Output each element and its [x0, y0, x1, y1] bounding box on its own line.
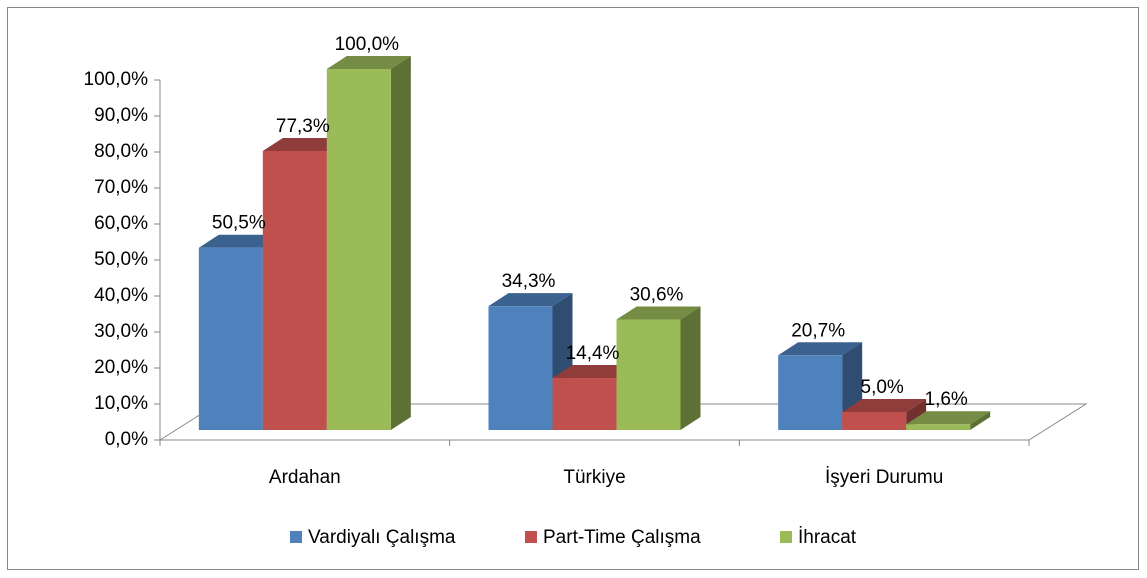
bar-top — [778, 342, 863, 356]
y-tick-label: 100,0% — [84, 69, 149, 90]
bar-top — [616, 306, 701, 320]
legend-label: İhracat — [798, 527, 857, 548]
y-tick-label: 10,0% — [94, 393, 148, 414]
bar-side — [680, 306, 701, 430]
bar — [198, 247, 263, 430]
x-tick-label: İşyeri Durumu — [825, 467, 943, 488]
y-tick-label: 70,0% — [94, 177, 148, 198]
legend-swatch — [780, 531, 792, 543]
data-label: 77,3% — [276, 116, 330, 137]
data-label: 50,5% — [212, 213, 266, 234]
bar — [326, 69, 391, 430]
bar-top — [906, 411, 991, 425]
bar-top — [262, 137, 347, 151]
legend-label: Part-Time Çalışma — [543, 527, 701, 548]
bar-top — [552, 365, 637, 379]
data-label: 1,6% — [925, 389, 968, 410]
y-tick-label: 80,0% — [94, 141, 148, 162]
data-label: 34,3% — [502, 271, 556, 292]
bar — [778, 355, 843, 430]
bar — [842, 411, 907, 430]
legend-label: Vardiyalı Çalışma — [308, 527, 456, 548]
legend-swatch — [525, 531, 537, 543]
bar — [552, 378, 617, 430]
data-label: 30,6% — [630, 285, 684, 306]
y-tick-label: 90,0% — [94, 105, 148, 126]
y-tick-label: 60,0% — [94, 213, 148, 234]
data-label: 5,0% — [861, 377, 904, 398]
bar-side — [970, 411, 991, 430]
x-tick-label: Türkiye — [563, 467, 625, 488]
bar-side — [390, 56, 411, 430]
y-tick-label: 0,0% — [105, 429, 148, 450]
bar-top — [198, 234, 283, 248]
bar — [906, 424, 971, 430]
data-label: 20,7% — [791, 320, 845, 341]
y-tick-label: 40,0% — [94, 285, 148, 306]
chart-border — [7, 7, 1139, 570]
bar — [616, 319, 681, 430]
data-label: 14,4% — [566, 343, 620, 364]
y-tick-label: 20,0% — [94, 357, 148, 378]
legend-swatch — [290, 531, 302, 543]
y-tick-label: 50,0% — [94, 249, 148, 270]
data-label: 100,0% — [335, 34, 400, 55]
x-tick-label: Ardahan — [269, 467, 341, 488]
y-tick-label: 30,0% — [94, 321, 148, 342]
bar-top — [842, 398, 927, 412]
bar-top — [326, 56, 411, 69]
bar-top — [488, 293, 573, 307]
bar — [262, 150, 327, 430]
bar — [488, 306, 553, 430]
